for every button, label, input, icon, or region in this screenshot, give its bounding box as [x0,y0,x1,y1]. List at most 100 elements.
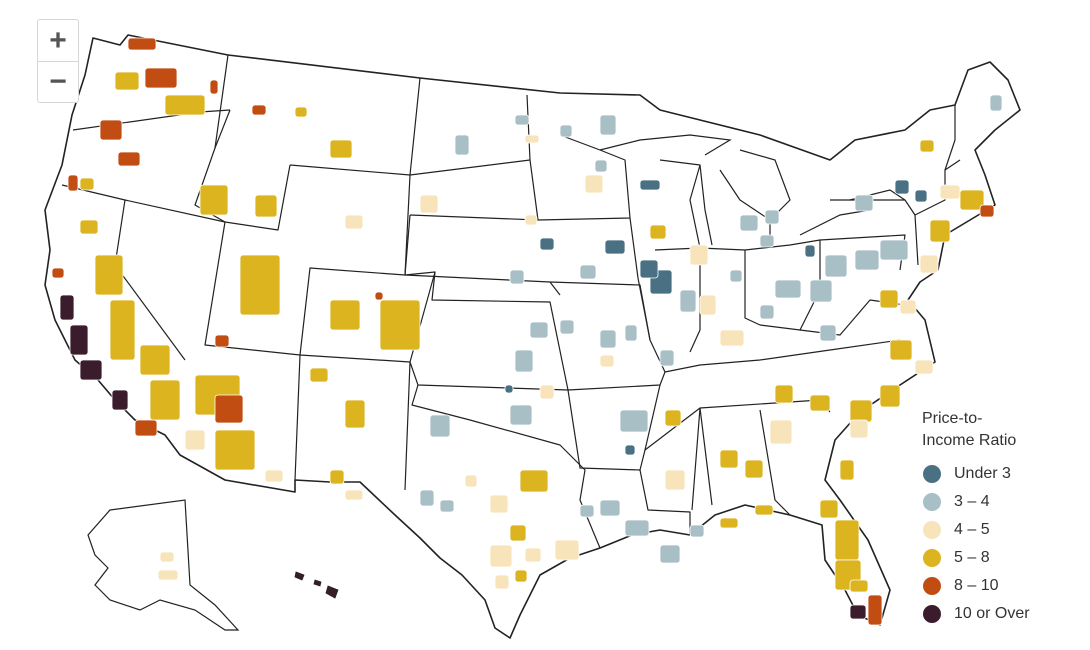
metro-area[interactable] [719,449,739,469]
metro-area[interactable] [639,259,659,279]
metro-area[interactable] [849,579,869,593]
metro-area[interactable] [144,67,178,89]
metro-area[interactable] [379,299,421,351]
metro-area[interactable] [419,489,435,507]
metro-area[interactable] [509,404,533,426]
metro-area[interactable] [804,244,816,258]
metro-area[interactable] [464,474,478,488]
metro-area[interactable] [344,489,364,501]
metro-area[interactable] [374,291,384,301]
metro-area[interactable] [509,269,525,285]
metro-area[interactable] [894,179,910,195]
metro-area[interactable] [879,239,909,261]
metro-area[interactable] [819,499,839,519]
metro-area[interactable] [79,359,103,381]
metro-area[interactable] [309,367,329,383]
metro-area[interactable] [939,184,961,200]
metro-area[interactable] [809,279,833,303]
metro-area[interactable] [254,194,278,218]
metro-area[interactable] [209,79,219,95]
metro-area[interactable] [489,494,509,514]
metro-area[interactable] [769,419,793,445]
metro-area[interactable] [774,384,794,404]
metro-area[interactable] [79,177,95,191]
metro-area[interactable] [989,94,1003,112]
metro-area[interactable] [664,409,682,427]
metro-area[interactable] [919,139,935,153]
metro-area[interactable] [729,269,743,283]
metro-area[interactable] [214,334,230,348]
metro-area[interactable] [889,339,913,361]
metro-area[interactable] [879,289,899,309]
metro-area[interactable] [834,519,860,561]
metro-area[interactable] [599,329,617,349]
metro-area[interactable] [754,504,774,516]
metro-area[interactable] [914,359,934,375]
metro-area[interactable] [214,429,256,471]
metro-area[interactable] [329,299,361,331]
metro-area[interactable] [759,304,775,320]
metro-area[interactable] [214,394,244,424]
metro-area[interactable] [599,354,615,368]
metro-area[interactable] [504,384,514,394]
metro-area[interactable] [454,134,470,156]
metro-area[interactable] [524,547,542,563]
metro-area[interactable] [624,519,650,537]
metro-area[interactable] [914,189,928,203]
metro-area[interactable] [744,459,764,479]
metro-area[interactable] [719,517,739,529]
metro-area[interactable] [979,204,995,218]
metro-area[interactable] [624,444,636,456]
metro-area[interactable] [604,239,626,255]
metro-area[interactable] [579,504,595,518]
metro-area[interactable] [514,349,534,373]
metro-area[interactable] [689,524,705,538]
metro-area[interactable] [67,174,79,192]
metro-area[interactable] [157,569,179,581]
metro-area[interactable] [689,244,709,266]
metro-area[interactable] [599,114,617,136]
metro-area[interactable] [809,394,831,412]
metro-area[interactable] [111,389,129,411]
metro-area[interactable] [824,254,848,278]
metro-area[interactable] [899,299,917,315]
metro-area[interactable] [774,279,802,299]
metro-area[interactable] [584,174,604,194]
metro-area[interactable] [509,524,527,542]
metro-area[interactable] [554,539,580,561]
metro-area[interactable] [294,106,308,118]
metro-area[interactable] [239,254,281,316]
metro-area[interactable] [69,324,89,356]
zoom-in-button[interactable]: + [38,20,78,62]
metro-area[interactable] [679,289,697,313]
metro-area[interactable] [559,319,575,335]
metro-area[interactable] [819,324,837,342]
metro-area[interactable] [659,349,675,367]
metro-area[interactable] [639,179,661,191]
metro-area[interactable] [959,189,985,211]
metro-area[interactable] [419,194,439,214]
metro-area[interactable] [489,544,513,568]
metro-area[interactable] [854,194,874,212]
metro-area[interactable] [849,399,873,423]
metro-area[interactable] [329,139,353,159]
metro-area[interactable] [344,214,364,230]
metro-area[interactable] [619,409,649,433]
metro-area[interactable] [539,237,555,251]
metro-area[interactable] [867,594,883,626]
metro-area[interactable] [764,209,780,225]
metro-area[interactable] [854,249,880,271]
metro-area[interactable] [649,224,667,240]
metro-area[interactable] [199,184,229,216]
metro-area[interactable] [839,459,855,481]
metro-area[interactable] [494,574,510,590]
metro-area[interactable] [699,294,717,316]
metro-area[interactable] [524,134,540,144]
metro-area[interactable] [344,399,366,429]
metro-area[interactable] [524,214,538,226]
metro-area[interactable] [514,569,528,583]
metro-area[interactable] [184,429,206,451]
metro-area[interactable] [929,219,951,243]
